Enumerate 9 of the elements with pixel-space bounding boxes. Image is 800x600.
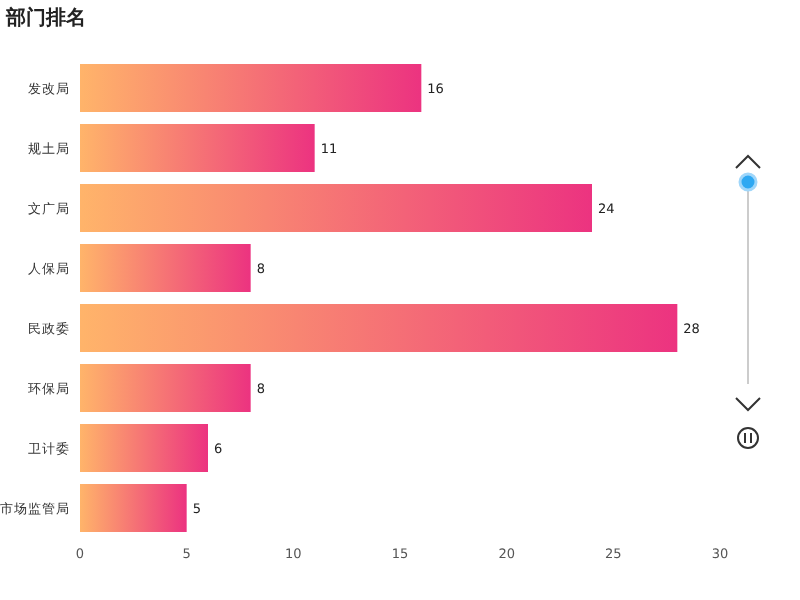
bar: [80, 484, 187, 532]
bar: [80, 304, 678, 352]
bar: [80, 124, 315, 172]
bar: [80, 424, 208, 472]
bar: [80, 244, 251, 292]
bar: [80, 364, 251, 412]
chart-title: 部门排名: [4, 6, 86, 30]
bar: [80, 184, 592, 232]
bar: [80, 64, 422, 112]
